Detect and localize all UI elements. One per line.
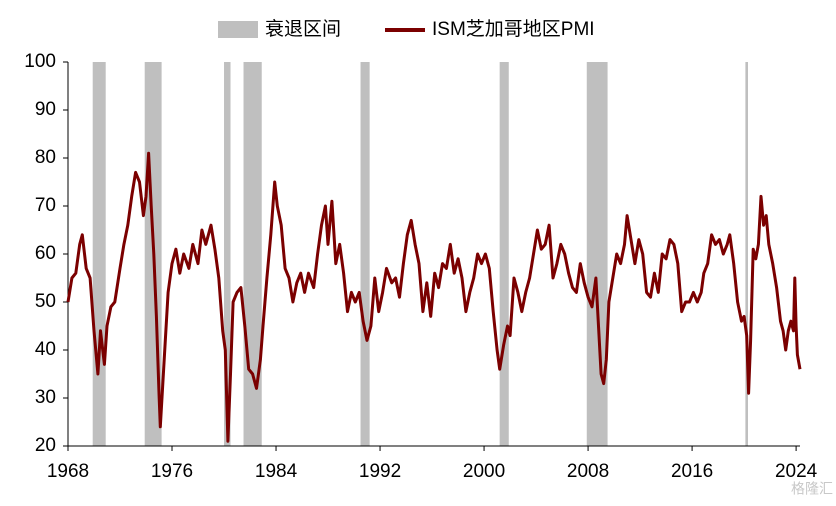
pmi-line <box>66 151 802 443</box>
x-tick-label: 2000 <box>463 461 505 482</box>
recession-band <box>92 62 106 446</box>
watermark: 格隆汇 <box>791 481 833 497</box>
y-tick-label: 50 <box>35 291 56 312</box>
recession-band <box>745 62 748 446</box>
x-tick-label: 1984 <box>255 461 298 482</box>
y-tick-label: 90 <box>35 99 56 120</box>
recession-band <box>499 62 509 446</box>
recession-band <box>243 62 262 446</box>
legend-swatch-recession <box>218 21 258 38</box>
y-tick-label: 30 <box>35 387 56 408</box>
legend-label: 衰退区间 <box>265 18 341 40</box>
x-tick-label: 1976 <box>151 461 193 482</box>
y-tick-label: 40 <box>35 339 56 360</box>
legend-label: ISM芝加哥地区PMI <box>432 18 595 40</box>
y-tick-label: 60 <box>35 243 56 264</box>
recession-band <box>224 62 231 446</box>
x-tick-label: 1968 <box>47 461 89 482</box>
x-tick-label: 2016 <box>671 461 713 482</box>
x-tick-label: 2008 <box>567 461 609 482</box>
recession-band <box>360 62 370 446</box>
y-tick-label: 70 <box>35 195 56 216</box>
x-tick-label: 1992 <box>359 461 401 482</box>
y-tick-label: 20 <box>35 435 56 456</box>
x-tick-label: 2024 <box>775 461 818 482</box>
y-tick-label: 100 <box>24 51 56 72</box>
recession-band <box>586 62 608 446</box>
y-tick-label: 80 <box>35 147 56 168</box>
